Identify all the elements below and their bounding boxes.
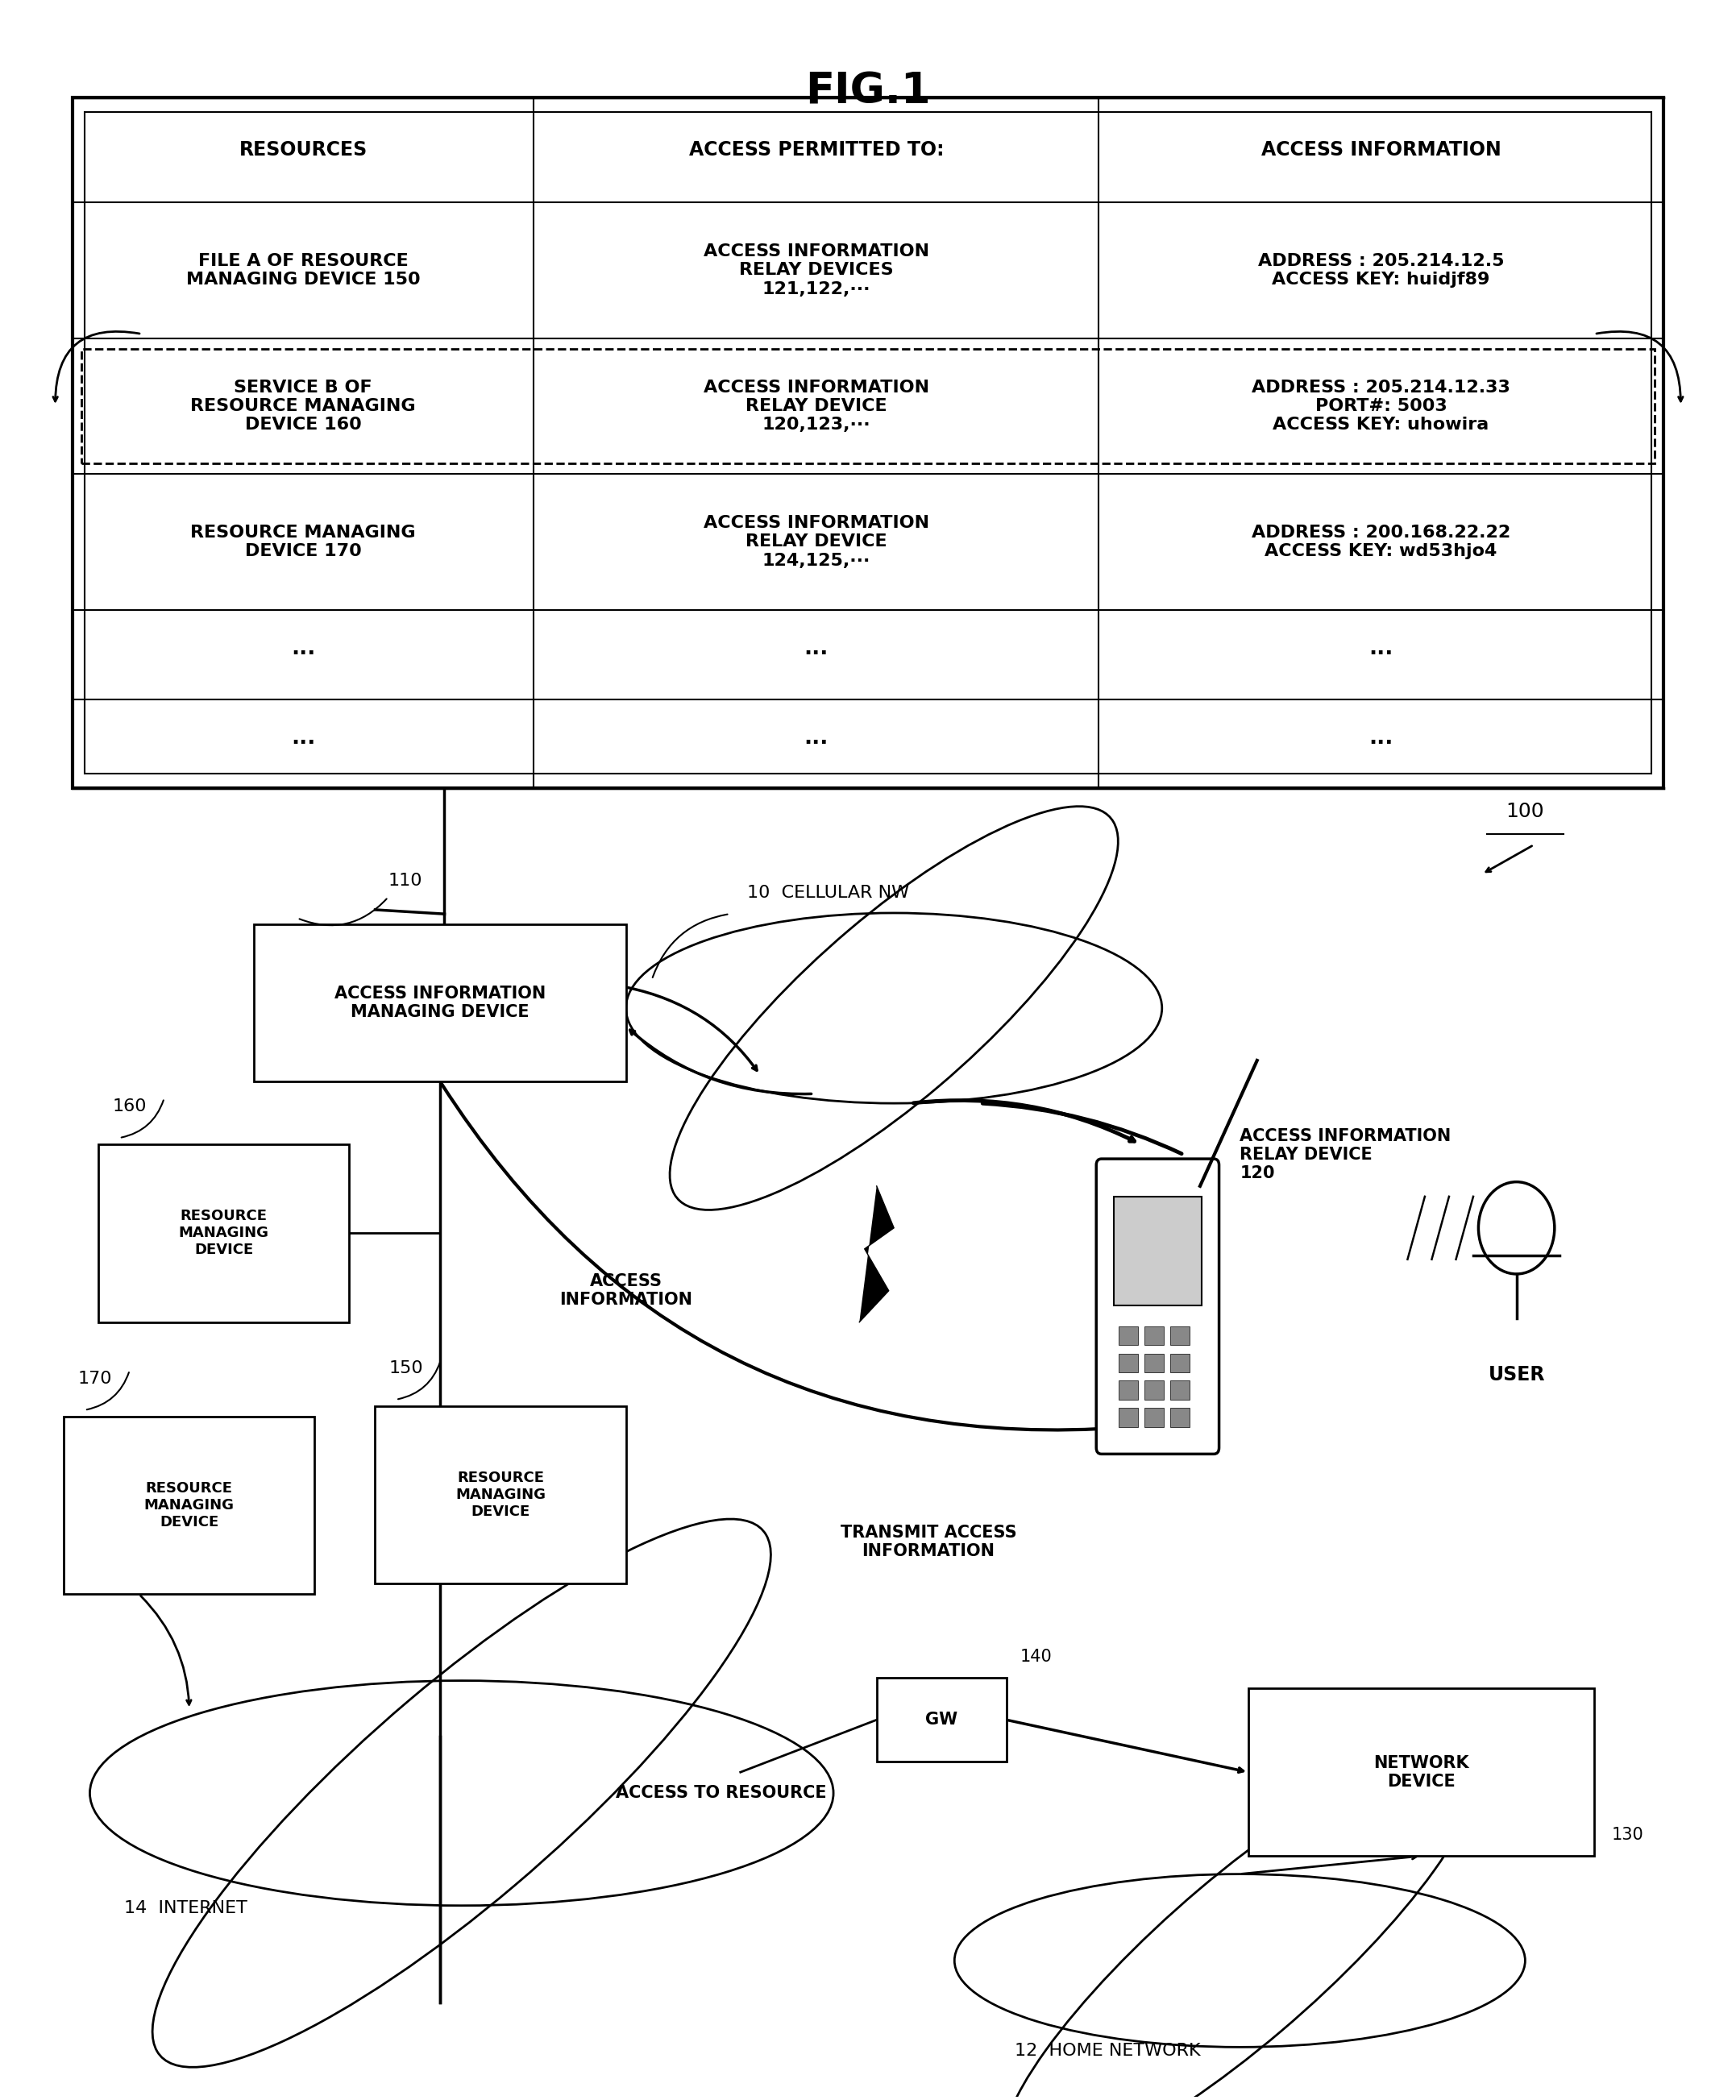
Text: ACCESS INFORMATION
MANAGING DEVICE: ACCESS INFORMATION MANAGING DEVICE <box>335 985 545 1021</box>
Text: RESOURCE MANAGING
DEVICE 170: RESOURCE MANAGING DEVICE 170 <box>191 525 417 559</box>
Bar <box>1118 1327 1137 1346</box>
Text: ···: ··· <box>804 645 828 666</box>
Bar <box>1170 1407 1189 1426</box>
Text: ···: ··· <box>1370 645 1394 666</box>
Text: 14  INTERNET: 14 INTERNET <box>125 1901 248 1917</box>
Polygon shape <box>859 1186 894 1323</box>
Bar <box>1113 1197 1201 1306</box>
Text: 10  CELLULAR NW: 10 CELLULAR NW <box>746 884 910 901</box>
Text: ACCESS INFORMATION
RELAY DEVICE
124,125,···: ACCESS INFORMATION RELAY DEVICE 124,125,… <box>703 514 929 569</box>
Bar <box>99 1145 349 1323</box>
Text: ACCESS TO RESOURCE: ACCESS TO RESOURCE <box>616 1785 826 1802</box>
Text: ACCESS PERMITTED TO:: ACCESS PERMITTED TO: <box>689 141 944 160</box>
Text: RESOURCE
MANAGING
DEVICE: RESOURCE MANAGING DEVICE <box>179 1210 269 1258</box>
Text: USER: USER <box>1488 1365 1545 1384</box>
Bar <box>877 1678 1007 1762</box>
Text: 100: 100 <box>1505 802 1545 821</box>
Text: 110: 110 <box>389 872 422 888</box>
Text: 130: 130 <box>1611 1827 1644 1844</box>
Text: RESOURCE
MANAGING
DEVICE: RESOURCE MANAGING DEVICE <box>144 1480 234 1529</box>
Text: ACCESS INFORMATION: ACCESS INFORMATION <box>1260 141 1502 160</box>
Text: RESOURCES: RESOURCES <box>240 141 368 160</box>
Bar <box>85 111 1651 773</box>
Bar <box>1118 1407 1137 1426</box>
Text: 12  HOME NETWORK: 12 HOME NETWORK <box>1016 2043 1201 2058</box>
Bar <box>1118 1354 1137 1373</box>
Text: NETWORK
DEVICE: NETWORK DEVICE <box>1373 1756 1469 1789</box>
Text: RESOURCE
MANAGING
DEVICE: RESOURCE MANAGING DEVICE <box>455 1470 545 1518</box>
Text: ···: ··· <box>292 733 316 754</box>
Bar <box>82 349 1654 464</box>
Text: 150: 150 <box>389 1361 424 1376</box>
Bar <box>73 97 1663 788</box>
Bar <box>64 1415 314 1594</box>
Text: ···: ··· <box>1370 733 1394 754</box>
Text: GW: GW <box>925 1712 958 1728</box>
Text: SERVICE B OF
RESOURCE MANAGING
DEVICE 160: SERVICE B OF RESOURCE MANAGING DEVICE 16… <box>191 380 417 433</box>
Text: ···: ··· <box>292 645 316 666</box>
Text: ACCESS
INFORMATION: ACCESS INFORMATION <box>559 1273 693 1308</box>
Bar <box>1144 1407 1163 1426</box>
Text: ADDRESS : 205.214.12.5
ACCESS KEY: huidjf89: ADDRESS : 205.214.12.5 ACCESS KEY: huidj… <box>1259 252 1503 288</box>
Bar <box>1144 1327 1163 1346</box>
FancyBboxPatch shape <box>1095 1159 1219 1453</box>
Bar <box>1118 1380 1137 1399</box>
Text: ADDRESS : 205.214.12.33
PORT#: 5003
ACCESS KEY: uhowira: ADDRESS : 205.214.12.33 PORT#: 5003 ACCE… <box>1252 380 1510 433</box>
Text: ACCESS INFORMATION
RELAY DEVICE
120,123,···: ACCESS INFORMATION RELAY DEVICE 120,123,… <box>703 380 929 433</box>
Text: FILE A OF RESOURCE
MANAGING DEVICE 150: FILE A OF RESOURCE MANAGING DEVICE 150 <box>186 252 420 288</box>
Text: 170: 170 <box>78 1371 113 1386</box>
Text: ···: ··· <box>804 733 828 754</box>
Text: TRANSMIT ACCESS
INFORMATION: TRANSMIT ACCESS INFORMATION <box>840 1525 1017 1560</box>
Bar <box>1170 1354 1189 1373</box>
Bar <box>253 924 627 1082</box>
Text: ACCESS INFORMATION
RELAY DEVICE
120: ACCESS INFORMATION RELAY DEVICE 120 <box>1240 1128 1451 1182</box>
Text: 140: 140 <box>1021 1648 1052 1665</box>
Bar <box>1144 1354 1163 1373</box>
Bar <box>375 1405 627 1583</box>
Text: 160: 160 <box>113 1098 148 1115</box>
Bar <box>1170 1327 1189 1346</box>
Bar <box>1248 1688 1594 1856</box>
Text: ADDRESS : 200.168.22.22
ACCESS KEY: wd53hjo4: ADDRESS : 200.168.22.22 ACCESS KEY: wd53… <box>1252 525 1510 559</box>
Text: FIG.1: FIG.1 <box>806 69 930 111</box>
Bar <box>1144 1380 1163 1399</box>
Text: ACCESS INFORMATION
RELAY DEVICES
121,122,···: ACCESS INFORMATION RELAY DEVICES 121,122… <box>703 244 929 296</box>
Bar <box>1170 1380 1189 1399</box>
